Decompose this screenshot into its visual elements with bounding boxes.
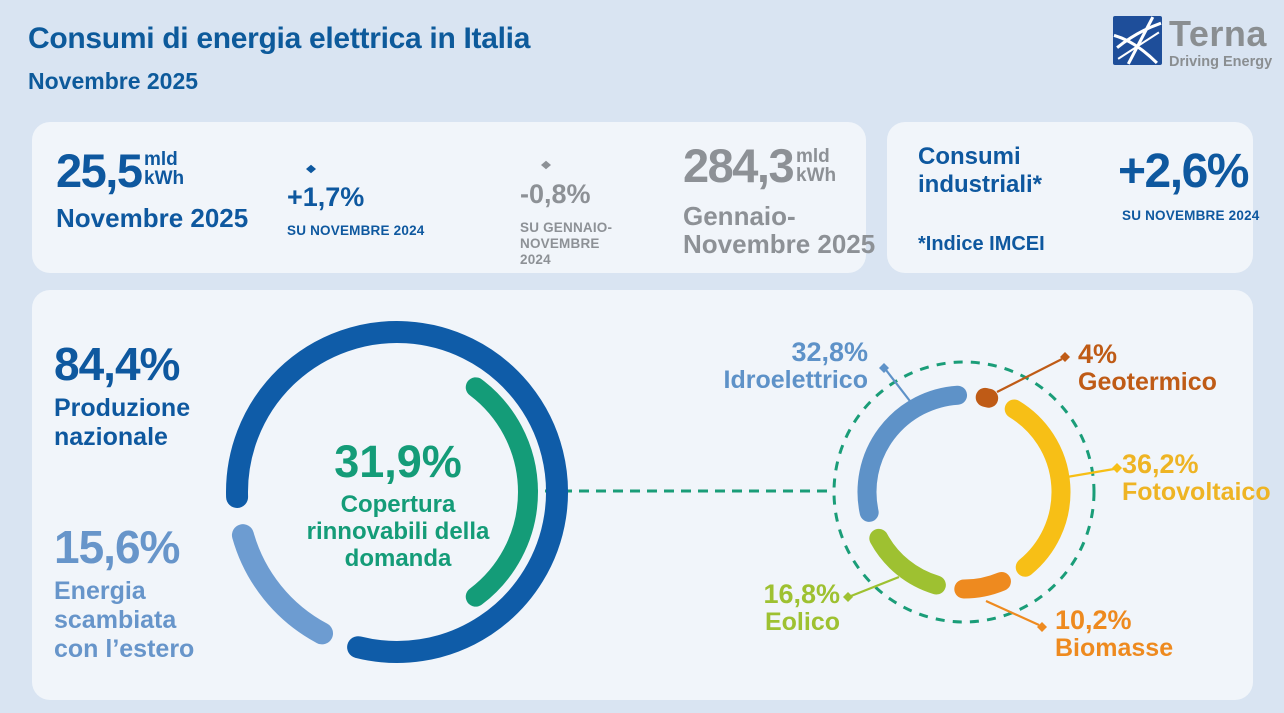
label-biomasse: 10,2% Biomasse xyxy=(1055,606,1173,662)
label-geotermico: 4% Geotermico xyxy=(1078,340,1217,396)
label-idroelettrico: 32,8% Idroelettrico xyxy=(696,338,868,394)
monthly-delta-caption: SU NOVEMBRE 2024 xyxy=(287,223,425,238)
label-fotovoltaico: 36,2% Fotovoltaico xyxy=(1122,450,1271,506)
eolico-name: Eolico xyxy=(764,608,840,636)
biomasse-value: 10,2% xyxy=(1055,605,1132,635)
monthly-period: Novembre 2025 xyxy=(56,203,249,233)
logo-name: Terna xyxy=(1169,13,1267,54)
renewables-coverage-value: 31,9% xyxy=(334,436,462,487)
fotovoltaico-value: 36,2% xyxy=(1122,449,1199,479)
fotovoltaico-name: Fotovoltaico xyxy=(1122,478,1271,506)
ytd-delta-caption: SU GENNAIO-NOVEMBRE 2024 xyxy=(520,220,613,267)
idroelettrico-name: Idroelettrico xyxy=(723,366,868,394)
geotermico-name: Geotermico xyxy=(1078,368,1217,396)
national-production-label: Produzione nazionale xyxy=(54,394,191,451)
monthly-unit: mld kWh xyxy=(144,150,184,188)
national-production-value: 84,4% xyxy=(54,338,180,390)
page-title: Consumi di energia elettrica in Italia xyxy=(28,22,531,55)
ytd-unit: mld kWh xyxy=(796,147,836,185)
ytd-period: Gennaio-Novembre 2025 xyxy=(683,201,876,259)
eolico-value: 16,8% xyxy=(763,579,840,609)
unit-kwh: kWh xyxy=(796,165,837,186)
terna-logo: Terna Driving Energy xyxy=(1113,16,1272,70)
industrial-footnote: *Indice IMCEI xyxy=(918,233,1045,255)
ytd-value: 284,3 xyxy=(683,139,795,192)
unit-mld: mld xyxy=(144,149,178,170)
industrial-delta: +2,6% xyxy=(1118,145,1249,198)
unit-mld: mld xyxy=(796,146,830,167)
label-eolico: 16,8% Eolico xyxy=(736,580,840,636)
geotermico-value: 4% xyxy=(1078,339,1118,369)
renewables-coverage-label: Copertura rinnovabili della domanda xyxy=(306,491,490,572)
biomasse-name: Biomasse xyxy=(1055,634,1174,662)
foreign-exchange-label: Energia scambiata con l’estero xyxy=(54,577,195,663)
page-subtitle: Novembre 2025 xyxy=(28,68,199,94)
monthly-value: 25,5 xyxy=(56,144,143,197)
industrial-title: Consumi industriali* xyxy=(918,143,1043,198)
ytd-delta: -0,8% xyxy=(520,179,591,209)
unit-kwh: kWh xyxy=(144,168,185,189)
foreign-exchange-value: 15,6% xyxy=(54,521,180,573)
stat-card-consumption xyxy=(32,122,866,273)
terna-logo-icon xyxy=(1113,16,1162,65)
idroelettrico-value: 32,8% xyxy=(791,337,868,367)
industrial-delta-caption: SU NOVEMBRE 2024 xyxy=(1122,208,1260,223)
stat-card-industrial xyxy=(887,122,1253,273)
monthly-delta: +1,7% xyxy=(287,182,365,212)
logo-tagline: Driving Energy xyxy=(1169,54,1273,70)
